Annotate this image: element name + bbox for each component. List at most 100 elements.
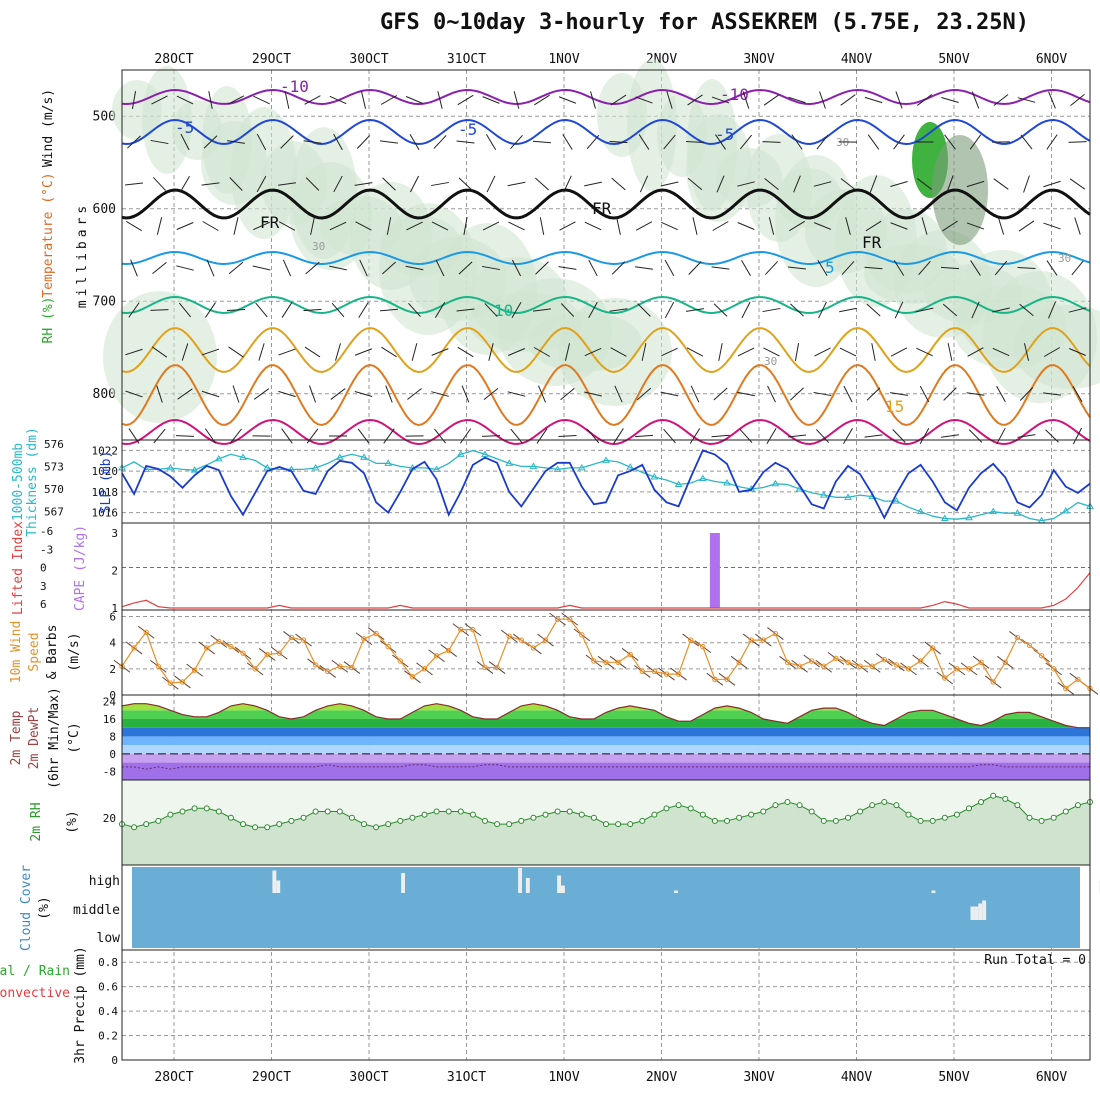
wind-barb xyxy=(713,387,728,401)
isotherm-minus5 xyxy=(121,118,1091,146)
wind-speed-point xyxy=(228,643,234,650)
rh-point xyxy=(711,817,718,824)
wind-barb xyxy=(458,177,473,191)
wind-barb xyxy=(534,177,550,191)
wind-barb xyxy=(993,94,1009,106)
rh-point xyxy=(385,821,392,828)
surface-wind-barbs xyxy=(113,612,1099,695)
rh-point xyxy=(469,811,476,818)
wind-barb xyxy=(539,217,545,235)
wind-barb xyxy=(941,434,959,438)
wind-barb xyxy=(208,91,213,109)
wind-barb xyxy=(305,177,320,191)
pressure-tick: 700 xyxy=(93,294,116,309)
wind-barb xyxy=(641,343,647,361)
wind-barb xyxy=(461,385,470,403)
cloud-middle-bar xyxy=(978,903,983,920)
wind-barb xyxy=(126,220,142,232)
wind-barb xyxy=(716,175,725,193)
rh-point xyxy=(542,811,549,818)
wind-speed-point xyxy=(881,656,887,663)
wind-barb xyxy=(867,134,880,150)
rh-point xyxy=(264,824,271,831)
thickness-tick: 570 xyxy=(44,483,64,496)
wind-barb xyxy=(816,134,829,150)
rh-point xyxy=(421,811,428,818)
wind-barb xyxy=(310,217,315,235)
wind-barb xyxy=(560,303,575,317)
wind-barb xyxy=(1069,178,1086,190)
rh-point xyxy=(603,821,609,828)
rh-point xyxy=(615,821,622,828)
wind-barb xyxy=(762,141,781,143)
rh-point xyxy=(143,821,150,828)
temp-band xyxy=(122,710,1090,719)
wind-barb xyxy=(637,303,651,317)
wind-barb xyxy=(534,94,550,106)
precip-left-label: Convective xyxy=(0,986,70,1001)
wind-barb xyxy=(483,387,499,401)
wind-barb xyxy=(843,427,853,445)
wind-barb xyxy=(125,390,143,398)
wind-barb xyxy=(1048,301,1056,319)
wind-barb xyxy=(1046,260,1058,276)
wind-barb xyxy=(864,434,883,438)
rh-point xyxy=(808,808,815,815)
wind-barb xyxy=(252,265,271,271)
thickness-point xyxy=(432,465,441,472)
wind-barb xyxy=(664,301,675,319)
rh-point xyxy=(845,814,851,821)
wind-speed-point xyxy=(1063,685,1069,692)
wind-barb xyxy=(942,220,958,232)
isotherm-25 xyxy=(121,418,1091,446)
wind-speed-point xyxy=(143,629,149,635)
thickness-point xyxy=(698,474,707,481)
wind-barb xyxy=(764,261,779,275)
wind-barb xyxy=(664,259,675,277)
wind-barb xyxy=(508,348,525,356)
isotherm-10 xyxy=(121,295,1091,315)
wind-barb xyxy=(486,175,496,193)
wind-barb xyxy=(690,385,700,403)
isotherm-label: -5 xyxy=(458,120,477,139)
wind-barb xyxy=(256,133,267,151)
wind-barb xyxy=(763,347,780,357)
wind-speed-point xyxy=(712,676,718,683)
temp-tick: 16 xyxy=(103,713,116,726)
wind-speed-point xyxy=(845,659,851,666)
wind-barb xyxy=(813,222,832,230)
wind-barb xyxy=(689,428,701,444)
wind-barb xyxy=(203,135,218,149)
wind-speed-point xyxy=(627,651,633,658)
wind-speed-point xyxy=(337,663,343,669)
temp-band xyxy=(122,736,1090,746)
wind-speed-point xyxy=(748,637,754,643)
rh-point xyxy=(1002,795,1009,802)
wind-barb xyxy=(278,390,296,398)
wind-barb xyxy=(281,302,293,318)
wind-barb xyxy=(992,347,1010,357)
wind-barb xyxy=(176,95,194,105)
rh-left-label: (%) xyxy=(65,810,80,833)
li-tick: 0 xyxy=(40,562,47,575)
wind-barb xyxy=(282,259,292,277)
wind-speed-point xyxy=(639,668,645,675)
wind-barb xyxy=(1017,97,1036,103)
wind-barb xyxy=(558,266,577,270)
wind-barb xyxy=(635,266,653,270)
upper-left-label: Temperature (°C) xyxy=(41,172,56,297)
thickness-tick: 573 xyxy=(44,460,64,473)
wind-barb xyxy=(818,301,827,319)
wind-speed-point xyxy=(240,650,246,656)
wind-speed-point xyxy=(179,679,186,685)
wind-barb xyxy=(333,175,343,193)
slp-left-label: SLP (mb) xyxy=(99,451,114,514)
isotherm-label: -10 xyxy=(720,85,749,104)
slp-tick: 1016 xyxy=(92,507,119,520)
rh-point xyxy=(578,811,585,818)
wind-barb xyxy=(943,387,957,401)
li-tick: 6 xyxy=(40,598,47,611)
wind-barb xyxy=(131,91,137,109)
wind-barb xyxy=(150,309,169,311)
wind-barb xyxy=(532,140,552,144)
